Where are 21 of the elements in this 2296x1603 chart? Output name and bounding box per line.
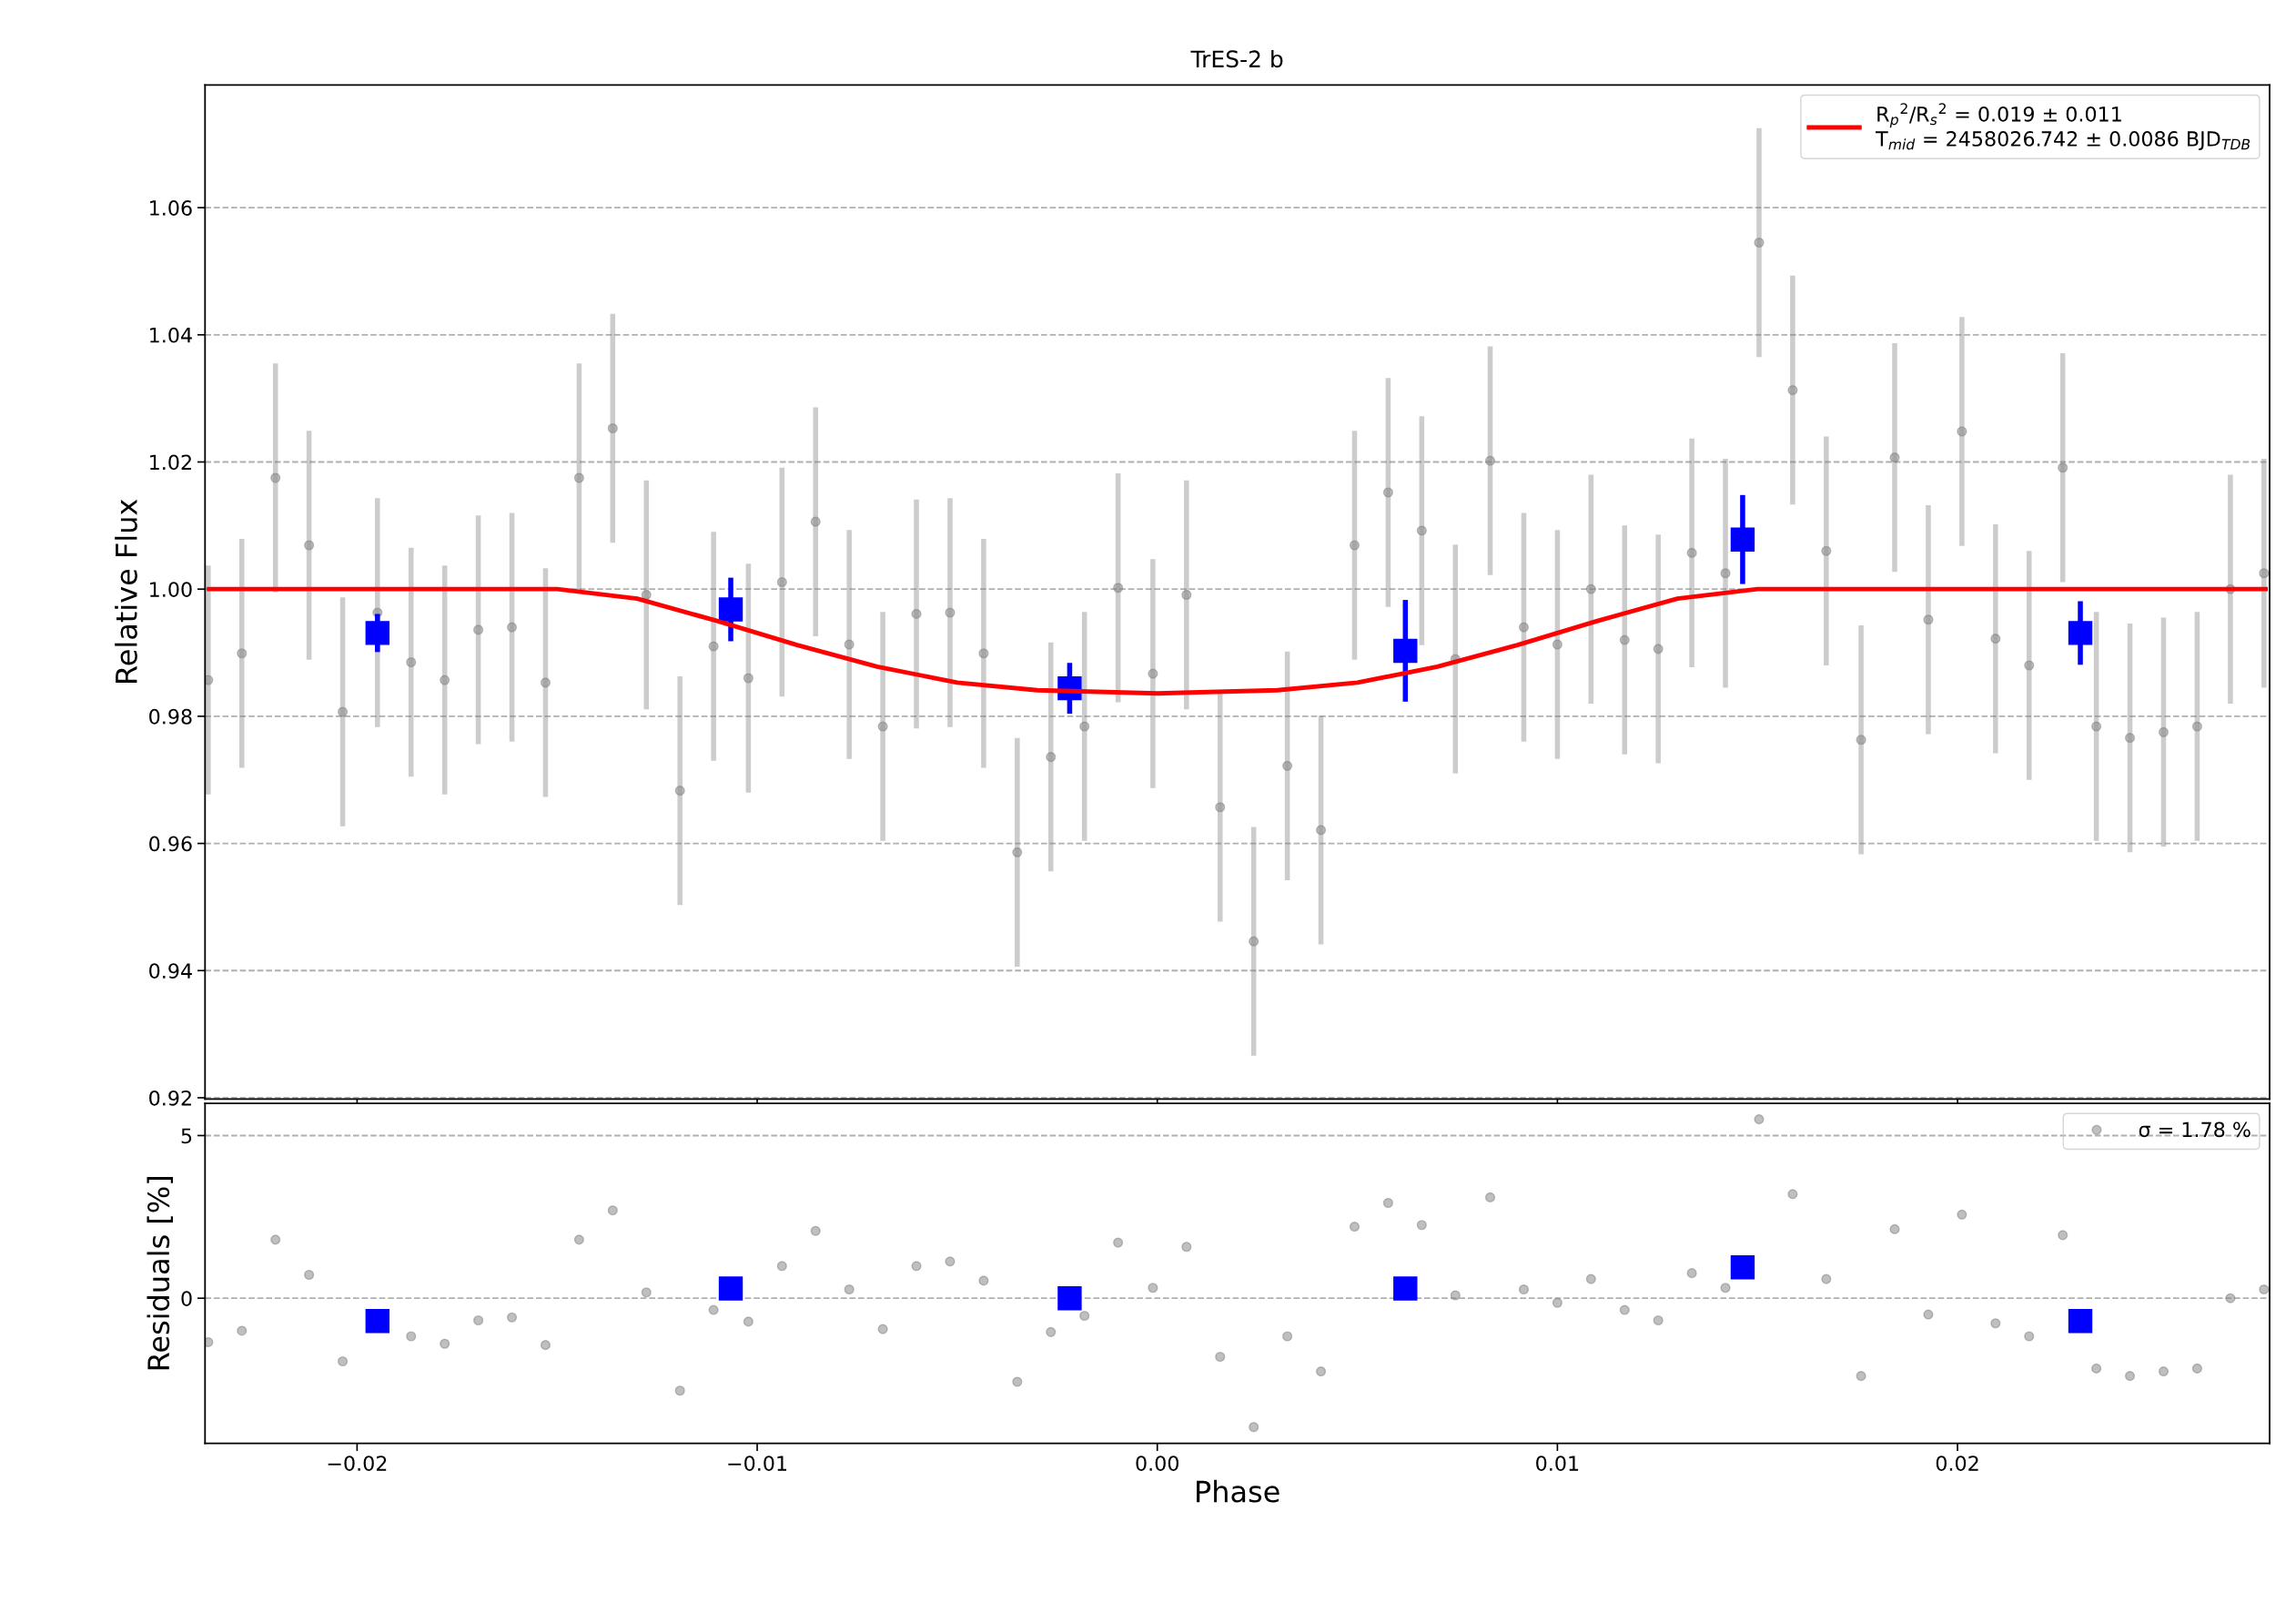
y-tick-label: 1.02 xyxy=(150,454,191,471)
y-axis-title: Relative Flux xyxy=(115,499,137,683)
chart-title: TrES-2 b xyxy=(1190,49,1283,68)
x-axis-title: Phase xyxy=(1197,1479,1279,1503)
text: R$_{p}$$^{2}$/R$_{s}$$^{2}$ = 0.019 ± 0.011 T$_{mid}$ = 2458026.742 ± 0.0086 BJD$_{TDB}$ xyxy=(1876,103,2250,150)
y-tick-label: 0.98 xyxy=(149,708,192,725)
x-tick-label: −0.01 xyxy=(728,1456,787,1471)
legend-label: σ = 1.78 % xyxy=(2139,1121,2250,1138)
y-axis-title: Residuals [%] xyxy=(147,1177,173,1370)
x-tick-label: −0.02 xyxy=(328,1456,387,1471)
y-tick-label: 1.00 xyxy=(150,582,192,597)
y-tick-label: 5 xyxy=(181,1128,192,1144)
y-tick-label: 0.92 xyxy=(149,1090,191,1106)
y-tick-label: 1.04 xyxy=(150,327,192,343)
x-tick-label: 0.00 xyxy=(1136,1456,1178,1471)
y-tick-label: 0.94 xyxy=(149,963,192,979)
x-tick-label: 0.02 xyxy=(1936,1456,1978,1471)
y-tick-label: 0 xyxy=(181,1291,192,1306)
y-tick-label: 0.96 xyxy=(149,836,192,852)
x-tick-label: 0.01 xyxy=(1536,1456,1579,1471)
y-tick-label: 1.06 xyxy=(150,200,192,216)
